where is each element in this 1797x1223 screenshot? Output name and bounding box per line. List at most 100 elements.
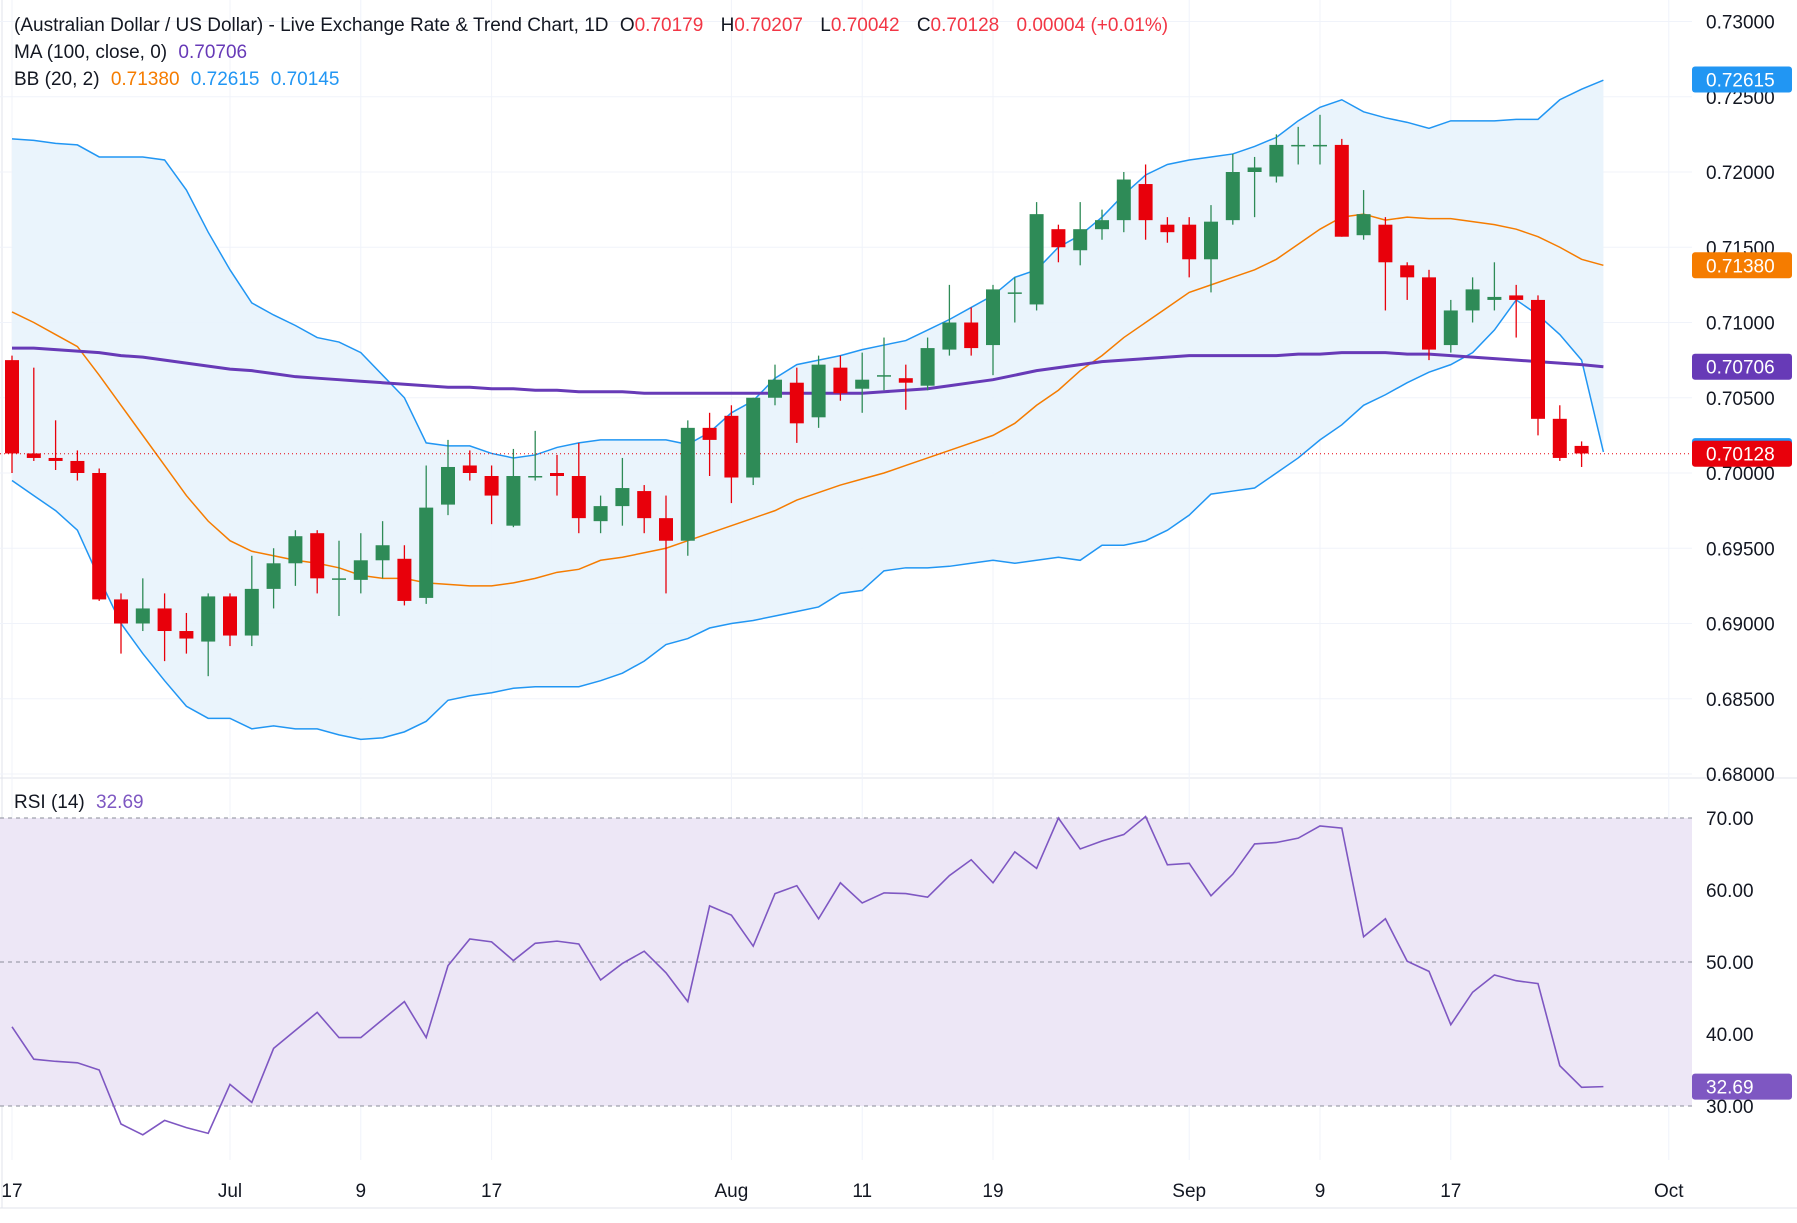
candle-body bbox=[1095, 220, 1109, 230]
rsi-y-tick-label: 40.00 bbox=[1706, 1025, 1754, 1046]
candles bbox=[5, 114, 1589, 677]
y-tick-label: 0.70000 bbox=[1706, 464, 1775, 485]
candle bbox=[244, 555, 259, 647]
candle-body bbox=[702, 427, 717, 440]
axes: 17 Jul 9 17 Aug 11 19 Sep 9 17 Oct 0.68000 0.68500 0.… bbox=[1, 13, 1774, 1203]
candle bbox=[266, 548, 281, 609]
candle-body bbox=[375, 545, 390, 561]
candle bbox=[1465, 277, 1480, 323]
rsi-y-tick-label: 60.00 bbox=[1706, 881, 1754, 902]
candle bbox=[964, 307, 979, 356]
candle-body bbox=[942, 322, 957, 350]
candle-body bbox=[877, 375, 891, 377]
candle-body bbox=[1051, 229, 1066, 248]
candle-body bbox=[135, 608, 150, 624]
candle bbox=[114, 593, 128, 654]
candle bbox=[1182, 217, 1197, 278]
candle bbox=[1291, 126, 1306, 165]
candle-body bbox=[5, 360, 19, 454]
bb-upper-line bbox=[11, 79, 1604, 459]
candle bbox=[1334, 138, 1349, 237]
candle bbox=[1051, 224, 1066, 263]
price-label-box bbox=[1692, 440, 1792, 467]
bb-fill bbox=[12, 80, 1604, 740]
candle bbox=[702, 412, 717, 477]
candle-body bbox=[462, 465, 477, 473]
rsi-label: RSI (14) bbox=[14, 792, 85, 813]
x-tick-label: 9 bbox=[1315, 1181, 1326, 1202]
x-tick-label: 9 bbox=[356, 1181, 367, 1202]
candle-body bbox=[1291, 144, 1306, 147]
candle-body bbox=[1073, 229, 1088, 251]
candle-body bbox=[593, 506, 608, 522]
candle-body bbox=[201, 596, 216, 642]
candle-body bbox=[48, 457, 63, 461]
candle bbox=[5, 355, 19, 473]
candle-body bbox=[353, 560, 368, 580]
candle bbox=[310, 530, 325, 594]
candle bbox=[1378, 217, 1393, 311]
candle-body bbox=[223, 596, 237, 636]
candle bbox=[1095, 209, 1109, 240]
candle-body bbox=[528, 476, 543, 478]
candle bbox=[920, 337, 935, 391]
candle-body bbox=[659, 518, 673, 541]
price-label-text: 0.70128 bbox=[1706, 445, 1775, 466]
rsi-legend: RSI (14) 32.69 bbox=[14, 792, 150, 814]
candle bbox=[1531, 295, 1545, 436]
candle-body bbox=[680, 427, 695, 541]
y-tick-label: 0.69000 bbox=[1706, 615, 1775, 636]
legend-bb-row: BB (20, 2) 0.71380 0.72615 0.70145 bbox=[14, 66, 1174, 93]
price-label-box bbox=[1692, 66, 1792, 93]
candle bbox=[1487, 262, 1502, 311]
candle-body bbox=[1443, 310, 1458, 346]
bollinger-bands bbox=[11, 79, 1605, 741]
candle-body bbox=[1138, 184, 1153, 221]
candle-body bbox=[724, 415, 739, 478]
candle-body bbox=[244, 588, 259, 636]
rsi-value: 32.69 bbox=[96, 792, 144, 813]
candle-body bbox=[266, 563, 281, 589]
candle bbox=[1552, 405, 1567, 461]
candle bbox=[528, 430, 543, 481]
candle bbox=[288, 530, 303, 586]
candle bbox=[942, 284, 957, 356]
candle-body bbox=[1487, 296, 1502, 300]
candle-body bbox=[1269, 144, 1284, 177]
x-tick-label: 19 bbox=[982, 1181, 1003, 1202]
x-tick-label: Jul bbox=[218, 1181, 242, 1202]
candle-body bbox=[571, 476, 586, 519]
candle bbox=[1116, 172, 1131, 233]
ma-label: MA (100, close, 0) bbox=[14, 42, 168, 63]
x-tick-label: 17 bbox=[481, 1181, 502, 1202]
y-tick-label: 0.70500 bbox=[1706, 389, 1775, 410]
rsi-y-tick-label: 30.00 bbox=[1706, 1097, 1754, 1118]
candle bbox=[179, 612, 194, 654]
y-tick-label: 0.71000 bbox=[1706, 314, 1775, 335]
candle bbox=[1247, 156, 1262, 218]
candle bbox=[571, 442, 586, 534]
candle bbox=[1443, 299, 1458, 353]
chart-title: (Australian Dollar / US Dollar) - Live E… bbox=[14, 15, 609, 36]
ohlc-low: L0.70042 bbox=[820, 15, 900, 36]
x-tick-label: Sep bbox=[1172, 1181, 1206, 1202]
candle bbox=[898, 364, 913, 410]
candle-body bbox=[1116, 179, 1131, 221]
ohlc-high: H0.70207 bbox=[720, 15, 803, 36]
candle bbox=[877, 337, 891, 391]
candle bbox=[637, 485, 652, 534]
candle bbox=[70, 450, 85, 481]
candle-body bbox=[288, 536, 303, 564]
candle bbox=[332, 540, 346, 616]
candle bbox=[201, 593, 216, 677]
moving-average bbox=[0, 346, 1692, 455]
candle bbox=[397, 545, 412, 606]
candle bbox=[811, 355, 826, 428]
candle bbox=[1269, 134, 1284, 183]
candle bbox=[26, 367, 41, 461]
candle bbox=[855, 352, 870, 413]
y-tick-label: 0.72000 bbox=[1706, 163, 1775, 184]
candle bbox=[1422, 269, 1436, 361]
